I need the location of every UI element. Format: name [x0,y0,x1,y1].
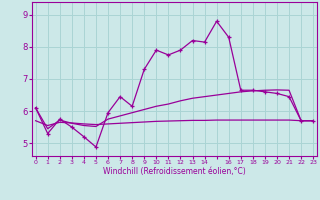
X-axis label: Windchill (Refroidissement éolien,°C): Windchill (Refroidissement éolien,°C) [103,167,246,176]
